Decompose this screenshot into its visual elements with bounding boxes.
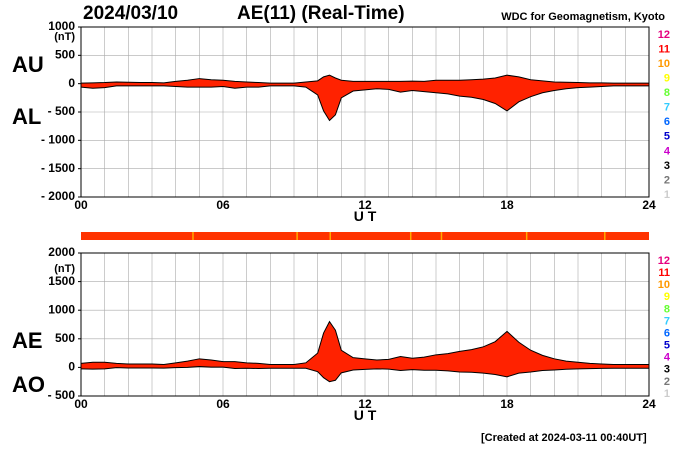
- lower-panel-y-tick-label: 2000: [48, 245, 75, 259]
- lower-panel-station-count-label: 12: [658, 255, 670, 267]
- date-label: 2024/03/10: [83, 3, 179, 24]
- lower-panel-station-count-label: 9: [664, 291, 670, 303]
- upper-panel-y-tick-label: - 1000: [41, 133, 75, 147]
- upper-panel-y-tick-label: 0: [68, 76, 75, 90]
- station-coverage-tick: [192, 232, 194, 240]
- upper-panel-station-count-label: 11: [658, 43, 670, 55]
- lower-panel-x-tick-label: 12: [358, 397, 372, 411]
- series-label-ao: AO: [12, 372, 45, 397]
- lower-panel-station-count-label: 10: [658, 279, 670, 291]
- station-coverage-tick: [440, 232, 443, 240]
- upper-panel-unit-label: (nT): [54, 31, 75, 43]
- created-timestamp: [Created at 2024-03-11 00:40UT]: [481, 432, 647, 444]
- upper-panel-station-count-label: 12: [658, 29, 670, 41]
- chart-title: AE(11) (Real-Time): [237, 3, 405, 24]
- upper-panel-y-tick-label: - 500: [48, 104, 76, 118]
- lower-panel-station-count-label: 6: [664, 327, 670, 339]
- upper-panel-x-tick-label: 18: [500, 198, 514, 212]
- upper-panel-station-count-label: 4: [664, 145, 671, 157]
- station-coverage-tick: [525, 232, 528, 240]
- upper-panel-station-count-label: 3: [664, 160, 670, 172]
- upper-panel-x-axis-label: U T: [354, 208, 377, 224]
- station-coverage-tick: [604, 232, 606, 240]
- data-source-label: WDC for Geomagnetism, Kyoto: [501, 11, 665, 23]
- upper-panel-station-count-label: 1: [664, 189, 670, 201]
- upper-panel-y-tick-label: 500: [55, 48, 75, 62]
- lower-panel-station-count-label: 5: [664, 340, 670, 352]
- upper-panel-upper-series-line: [80, 74, 649, 84]
- station-coverage-tick: [409, 232, 412, 240]
- series-label-au: AU: [12, 52, 44, 77]
- lower-panel-unit-label: (nT): [54, 263, 75, 275]
- upper-panel-x-tick-label: 06: [216, 198, 230, 212]
- lower-panel-station-count-label: 3: [664, 364, 670, 376]
- upper-panel-lower-series-line: [80, 85, 649, 122]
- lower-panel-station-count-label: 11: [658, 267, 670, 279]
- upper-panel-y-tick-label: 1000: [48, 19, 75, 33]
- lower-panel-station-count-label: 8: [664, 303, 670, 315]
- lower-panel-y-tick-label: 0: [68, 360, 75, 374]
- station-coverage-tick: [329, 232, 331, 240]
- lower-panel-x-tick-label: 24: [642, 397, 656, 411]
- lower-panel-upper-series-line: [80, 320, 649, 366]
- lower-panel-x-tick-label: 18: [500, 397, 514, 411]
- lower-panel-lower-series-line: [80, 366, 649, 383]
- upper-panel-station-count-label: 10: [658, 58, 670, 70]
- upper-panel-station-count-label: 8: [664, 87, 670, 99]
- series-label-ae: AE: [12, 328, 43, 353]
- lower-panel-y-tick-label: 500: [55, 331, 75, 345]
- upper-panel-station-count-label: 7: [664, 102, 670, 114]
- lower-panel-x-axis-label: U T: [354, 407, 377, 423]
- lower-panel-y-tick-label: - 500: [48, 388, 76, 402]
- lower-panel-x-tick-label: 06: [216, 397, 230, 411]
- lower-panel-y-tick-label: 1000: [48, 302, 75, 316]
- upper-panel-y-tick-label: - 2000: [41, 189, 75, 203]
- lower-panel-station-count-label: 4: [664, 352, 671, 364]
- lower-panel-station-count-label: 2: [664, 376, 670, 388]
- lower-panel-station-count-label: 1: [664, 388, 670, 400]
- upper-panel-y-tick-label: - 1500: [41, 161, 75, 175]
- lower-panel-frame: [80, 252, 650, 397]
- upper-panel-station-count-label: 9: [664, 73, 670, 85]
- upper-panel-station-count-label: 5: [664, 131, 670, 143]
- series-label-al: AL: [12, 104, 42, 129]
- lower-panel-x-tick-label: 00: [74, 397, 88, 411]
- upper-panel-station-count-label: 6: [664, 116, 670, 128]
- station-coverage-bar: [81, 232, 649, 240]
- upper-panel-x-tick-label: 12: [358, 198, 372, 212]
- upper-panel-station-count-label: 2: [664, 174, 670, 186]
- station-coverage-tick: [296, 232, 298, 240]
- upper-panel-x-tick-label: 00: [74, 198, 88, 212]
- lower-panel-y-tick-label: 1500: [48, 274, 75, 288]
- lower-panel-station-count-label: 7: [664, 315, 670, 327]
- upper-panel-x-tick-label: 24: [642, 198, 656, 212]
